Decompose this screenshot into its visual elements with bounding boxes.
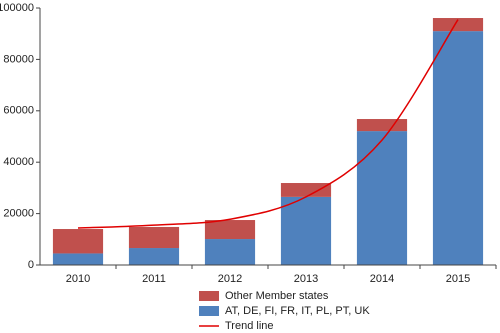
- bar: [356, 119, 408, 132]
- legend-label: AT, DE, FI, FR, IT, PL, PT, UK: [225, 305, 370, 317]
- bar: [128, 248, 180, 265]
- y-tick-label: 100000: [0, 2, 34, 14]
- x-tick-label: 2013: [294, 273, 318, 285]
- bar: [280, 196, 332, 265]
- x-tick-label: 2010: [66, 273, 90, 285]
- y-tick-label: 60000: [3, 105, 34, 117]
- x-tick-label: 2015: [446, 273, 470, 285]
- bar: [204, 239, 256, 265]
- x-tick-label: 2011: [142, 273, 166, 285]
- legend-swatch: [199, 291, 219, 301]
- legend-label: Trend line: [225, 320, 274, 332]
- bar: [52, 253, 104, 265]
- y-tick-label: 0: [28, 259, 34, 271]
- bar: [432, 18, 484, 32]
- bar: [204, 220, 256, 240]
- bar: [280, 183, 332, 197]
- bar: [356, 131, 408, 265]
- legend-label: Other Member states: [225, 290, 329, 302]
- y-tick-label: 80000: [3, 53, 34, 65]
- y-tick-label: 20000: [3, 208, 34, 220]
- bar: [432, 31, 484, 265]
- x-tick-label: 2014: [370, 273, 394, 285]
- y-tick-label: 40000: [3, 156, 34, 168]
- legend-swatch: [199, 306, 219, 316]
- bar: [52, 229, 104, 254]
- trend-line: [77, 19, 459, 229]
- bar: [128, 226, 180, 249]
- x-tick-label: 2012: [218, 273, 242, 285]
